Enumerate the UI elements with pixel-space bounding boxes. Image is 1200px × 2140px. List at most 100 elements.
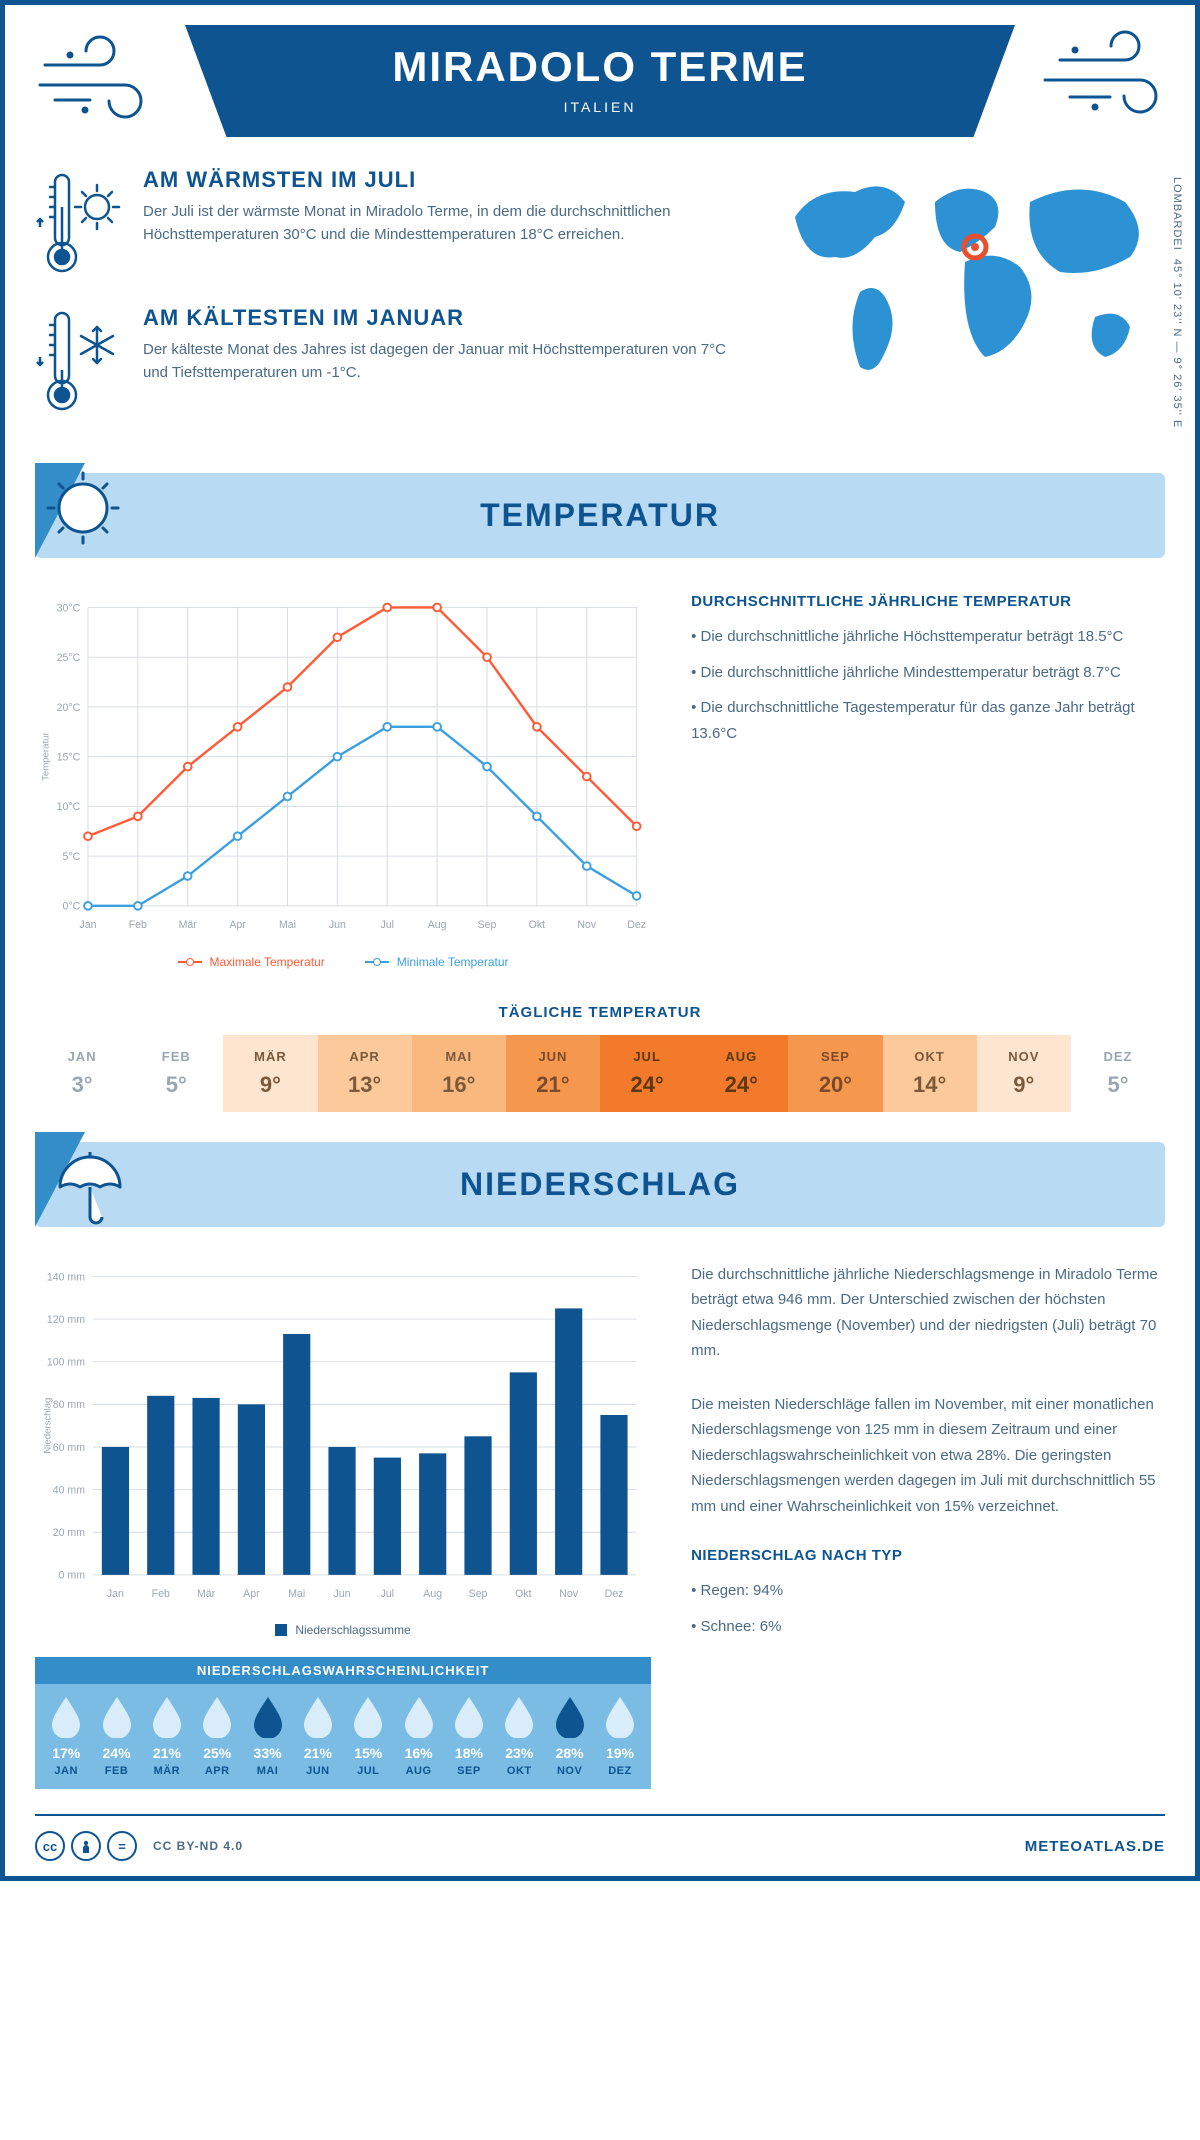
precip-section-head: NIEDERSCHLAG (35, 1142, 1165, 1227)
daily-cell: MAI 16° (412, 1035, 506, 1112)
coords-text: LOMBARDEI 45° 10' 23'' N — 9° 26' 35'' E (1171, 177, 1183, 428)
wind-icon-right (1035, 25, 1165, 125)
license-text: CC BY-ND 4.0 (153, 1839, 243, 1853)
prob-cell: 25% APR (192, 1694, 242, 1777)
svg-text:120 mm: 120 mm (47, 1313, 85, 1325)
temperature-bullet-1: • Die durchschnittliche jährliche Mindes… (691, 660, 1165, 686)
svg-text:Jun: Jun (334, 1588, 351, 1600)
daily-cell: DEZ 5° (1071, 1035, 1165, 1112)
svg-text:Sep: Sep (469, 1588, 488, 1600)
highlight-cold-text: Der kälteste Monat des Jahres ist dagege… (143, 339, 735, 384)
svg-text:Temperatur: Temperatur (40, 732, 51, 781)
svg-text:5°C: 5°C (62, 851, 80, 863)
highlights-row: AM WÄRMSTEN IM JULI Der Juli ist der wär… (35, 167, 1165, 443)
svg-text:Aug: Aug (428, 919, 447, 931)
legend-max: Maximale Temperatur (210, 955, 325, 969)
svg-text:Apr: Apr (243, 1588, 260, 1600)
svg-text:40 mm: 40 mm (53, 1484, 86, 1496)
svg-text:Jul: Jul (381, 1588, 395, 1600)
cc-license: cc = CC BY-ND 4.0 (35, 1831, 243, 1861)
svg-text:100 mm: 100 mm (47, 1356, 85, 1368)
page-title: MIRADOLO TERME (205, 43, 995, 91)
svg-text:Feb: Feb (129, 919, 147, 931)
svg-text:Mär: Mär (179, 919, 198, 931)
precip-section-title: NIEDERSCHLAG (55, 1166, 1145, 1203)
svg-text:Apr: Apr (229, 919, 246, 931)
svg-text:Sep: Sep (478, 919, 497, 931)
svg-text:15°C: 15°C (57, 751, 81, 763)
highlight-cold: AM KÄLTESTEN IM JANUAR Der kälteste Mona… (35, 305, 735, 415)
daily-cell: MÄR 9° (223, 1035, 317, 1112)
precip-prob-bar: NIEDERSCHLAGSWAHRSCHEINLICHKEIT 17% JAN … (35, 1657, 651, 1789)
svg-text:Niederschlag: Niederschlag (42, 1397, 53, 1453)
sun-section-icon (35, 463, 155, 573)
daily-cell: APR 13° (318, 1035, 412, 1112)
precip-type-title: NIEDERSCHLAG NACH TYP (691, 1547, 1165, 1564)
svg-text:10°C: 10°C (57, 801, 81, 813)
temperature-section-title: TEMPERATUR (55, 497, 1145, 534)
legend-min: Minimale Temperatur (397, 955, 509, 969)
highlights-left: AM WÄRMSTEN IM JULI Der Juli ist der wär… (35, 167, 735, 443)
prob-cell: 16% AUG (393, 1694, 443, 1777)
svg-text:Mär: Mär (197, 1588, 216, 1600)
precip-type-1: • Schnee: 6% (691, 1614, 1165, 1640)
temperature-summary-title: DURCHSCHNITTLICHE JÄHRLICHE TEMPERATUR (691, 593, 1165, 610)
highlight-cold-title: AM KÄLTESTEN IM JANUAR (143, 305, 735, 331)
svg-text:20°C: 20°C (57, 702, 81, 714)
temperature-legend: Maximale Temperatur Minimale Temperatur (35, 955, 651, 969)
svg-text:0°C: 0°C (62, 901, 80, 913)
precip-text-1: Die durchschnittliche jährliche Niedersc… (691, 1262, 1165, 1364)
prob-cell: 15% JUL (343, 1694, 393, 1777)
legend-precip-sum: Niederschlagssumme (295, 1623, 410, 1637)
svg-text:80 mm: 80 mm (53, 1399, 86, 1411)
page-frame: MIRADOLO TERME ITALIEN (0, 0, 1200, 1881)
svg-text:140 mm: 140 mm (47, 1271, 85, 1283)
precip-legend: Niederschlagssumme (35, 1623, 651, 1637)
svg-text:Dez: Dez (605, 1588, 624, 1600)
footer: cc = CC BY-ND 4.0 METEOATLAS.DE (35, 1814, 1165, 1861)
title-banner: MIRADOLO TERME ITALIEN (185, 25, 1015, 137)
prob-cell: 21% JUN (293, 1694, 343, 1777)
svg-text:30°C: 30°C (57, 602, 81, 614)
highlight-warm-text: Der Juli ist der wärmste Monat in Mirado… (143, 201, 735, 246)
daily-temperature-title: TÄGLICHE TEMPERATUR (35, 1004, 1165, 1021)
world-map-icon (765, 167, 1165, 397)
cc-icon: cc (35, 1831, 65, 1861)
temperature-chart: 0°C5°C10°C15°C20°C25°C30°CJanFebMärAprMa… (35, 593, 651, 969)
daily-cell: FEB 5° (129, 1035, 223, 1112)
daily-cell: JAN 3° (35, 1035, 129, 1112)
precip-prob-title: NIEDERSCHLAGSWAHRSCHEINLICHKEIT (35, 1657, 651, 1684)
svg-text:Okt: Okt (529, 919, 546, 931)
prob-cell: 28% NOV (544, 1694, 594, 1777)
svg-text:Mai: Mai (288, 1588, 305, 1600)
thermometer-snow-icon (35, 305, 125, 415)
header-row: MIRADOLO TERME ITALIEN (35, 25, 1165, 137)
daily-cell: AUG 24° (694, 1035, 788, 1112)
highlight-warm: AM WÄRMSTEN IM JULI Der Juli ist der wär… (35, 167, 735, 277)
precip-type-0: • Regen: 94% (691, 1578, 1165, 1604)
temperature-bullet-0: • Die durchschnittliche jährliche Höchst… (691, 624, 1165, 650)
prob-cell: 17% JAN (41, 1694, 91, 1777)
thermometer-sun-icon (35, 167, 125, 277)
svg-text:Jan: Jan (79, 919, 96, 931)
svg-text:Okt: Okt (515, 1588, 532, 1600)
svg-text:Dez: Dez (627, 919, 646, 931)
prob-cell: 24% FEB (91, 1694, 141, 1777)
svg-text:Nov: Nov (559, 1588, 579, 1600)
prob-cell: 33% MAI (242, 1694, 292, 1777)
precip-body: 0 mm20 mm40 mm60 mm80 mm100 mm120 mm140 … (35, 1262, 1165, 1790)
daily-cell: NOV 9° (977, 1035, 1071, 1112)
precip-text: Die durchschnittliche jährliche Niedersc… (691, 1262, 1165, 1790)
wind-icon-left (35, 25, 165, 125)
prob-cell: 21% MÄR (142, 1694, 192, 1777)
prob-cell: 18% SEP (444, 1694, 494, 1777)
prob-cell: 19% DEZ (595, 1694, 645, 1777)
precip-text-2: Die meisten Niederschläge fallen im Nove… (691, 1392, 1165, 1520)
daily-cell: JUL 24° (600, 1035, 694, 1112)
temperature-bullet-2: • Die durchschnittliche Tagestemperatur … (691, 695, 1165, 746)
highlight-warm-title: AM WÄRMSTEN IM JULI (143, 167, 735, 193)
temperature-section-head: TEMPERATUR (35, 473, 1165, 558)
temperature-body: 0°C5°C10°C15°C20°C25°C30°CJanFebMärAprMa… (35, 593, 1165, 969)
temperature-summary: DURCHSCHNITTLICHE JÄHRLICHE TEMPERATUR •… (691, 593, 1165, 969)
umbrella-section-icon (35, 1132, 155, 1242)
